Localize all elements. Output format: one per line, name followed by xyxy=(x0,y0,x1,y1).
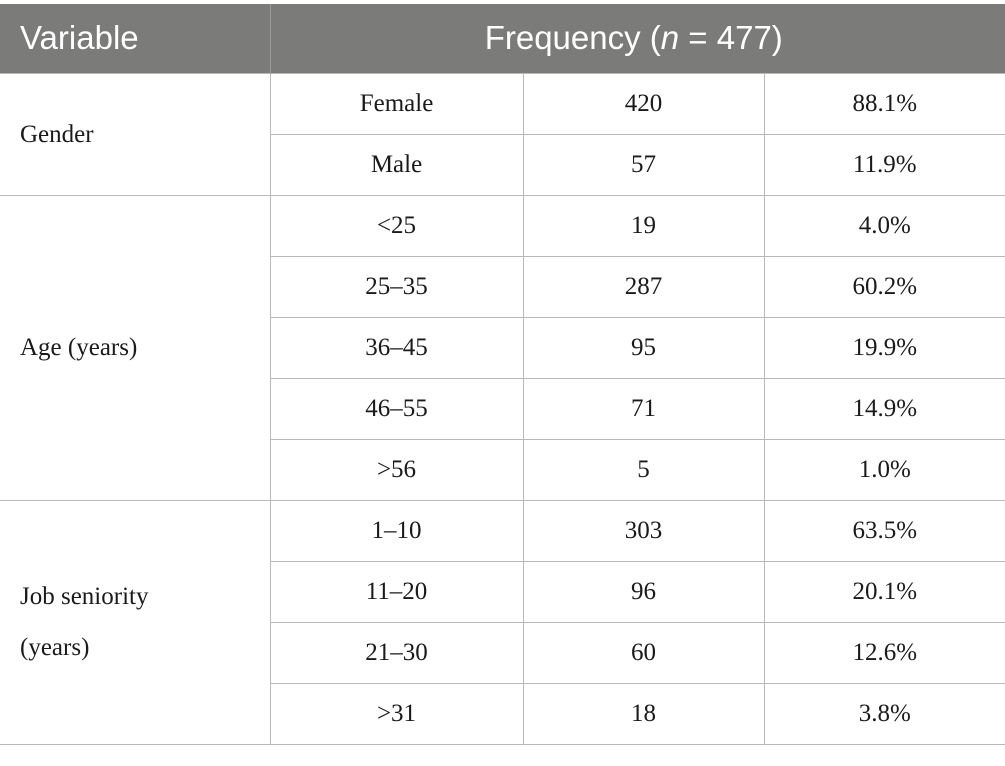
table-header: Variable Frequency (n = 477) xyxy=(0,4,1005,73)
table-row: >56 5 1.0% xyxy=(0,438,1005,501)
category-cell: 36–45 xyxy=(270,316,524,379)
count-cell: 57 xyxy=(522,133,765,196)
table-row: Age (years) <25 19 4.0% xyxy=(0,194,1005,501)
table-row: 25–35 287 60.2% xyxy=(0,255,1005,318)
category-cell: Male xyxy=(270,133,524,196)
percent-cell: 4.0% xyxy=(763,194,1005,257)
table-row: 21–30 60 12.6% xyxy=(0,621,1005,684)
table-row: 46–55 71 14.9% xyxy=(0,377,1005,440)
count-cell: 95 xyxy=(522,316,765,379)
percent-cell: 88.1% xyxy=(763,72,1005,135)
count-cell: 18 xyxy=(522,682,765,745)
header-frequency-suffix: = 477) xyxy=(679,19,783,57)
percent-cell: 19.9% xyxy=(763,316,1005,379)
count-cell: 60 xyxy=(522,621,765,684)
header-variable: Variable xyxy=(20,19,139,57)
category-cell: 25–35 xyxy=(270,255,524,318)
percent-cell: 1.0% xyxy=(763,438,1005,501)
percent-cell: 63.5% xyxy=(763,499,1005,562)
percent-cell: 12.6% xyxy=(763,621,1005,684)
count-cell: 19 xyxy=(522,194,765,257)
variable-cell-age: Age (years) xyxy=(0,194,271,501)
table-row: >31 18 3.8% xyxy=(0,682,1005,745)
category-cell: >56 xyxy=(270,438,524,501)
category-cell: 21–30 xyxy=(270,621,524,684)
count-cell: 71 xyxy=(522,377,765,440)
frequency-table: Variable Frequency (n = 477) Gender Fema… xyxy=(0,4,1005,745)
table-row: Male 57 11.9% xyxy=(0,133,1005,196)
table-row: Gender Female 420 88.1% xyxy=(0,72,1005,196)
header-row: Variable Frequency (n = 477) xyxy=(0,4,1005,73)
count-cell: 303 xyxy=(522,499,765,562)
count-cell: 96 xyxy=(522,560,765,623)
count-cell: 287 xyxy=(522,255,765,318)
count-cell: 420 xyxy=(522,72,765,135)
percent-cell: 14.9% xyxy=(763,377,1005,440)
category-cell: 1–10 xyxy=(269,499,524,562)
category-cell: 46–55 xyxy=(270,377,524,440)
header-frequency-prefix: Frequency ( xyxy=(484,19,661,57)
header-frequency: Frequency (n = 477) xyxy=(269,4,1005,73)
table-body: Gender Female 420 88.1% Male 57 11.9% Ag… xyxy=(0,72,1005,745)
category-cell: Female xyxy=(269,72,524,135)
variable-label-line2: (years) xyxy=(20,634,90,661)
percent-cell: 3.8% xyxy=(763,682,1005,745)
percent-cell: 20.1% xyxy=(763,560,1005,623)
category-cell: >31 xyxy=(270,682,524,745)
percent-cell: 60.2% xyxy=(763,255,1005,318)
variable-cell-job-seniority: Job seniority (years) xyxy=(0,499,271,745)
category-cell: <25 xyxy=(269,194,524,257)
percent-cell: 11.9% xyxy=(763,133,1005,196)
table-row: Job seniority (years) 1–10 303 63.5% xyxy=(0,499,1005,745)
count-cell: 5 xyxy=(522,438,765,501)
table-row: 11–20 96 20.1% xyxy=(0,560,1005,623)
header-frequency-n: n xyxy=(660,19,680,57)
variable-cell-gender: Gender xyxy=(0,72,271,196)
category-cell: 11–20 xyxy=(270,560,524,623)
variable-label-line1: Job seniority xyxy=(20,583,149,610)
